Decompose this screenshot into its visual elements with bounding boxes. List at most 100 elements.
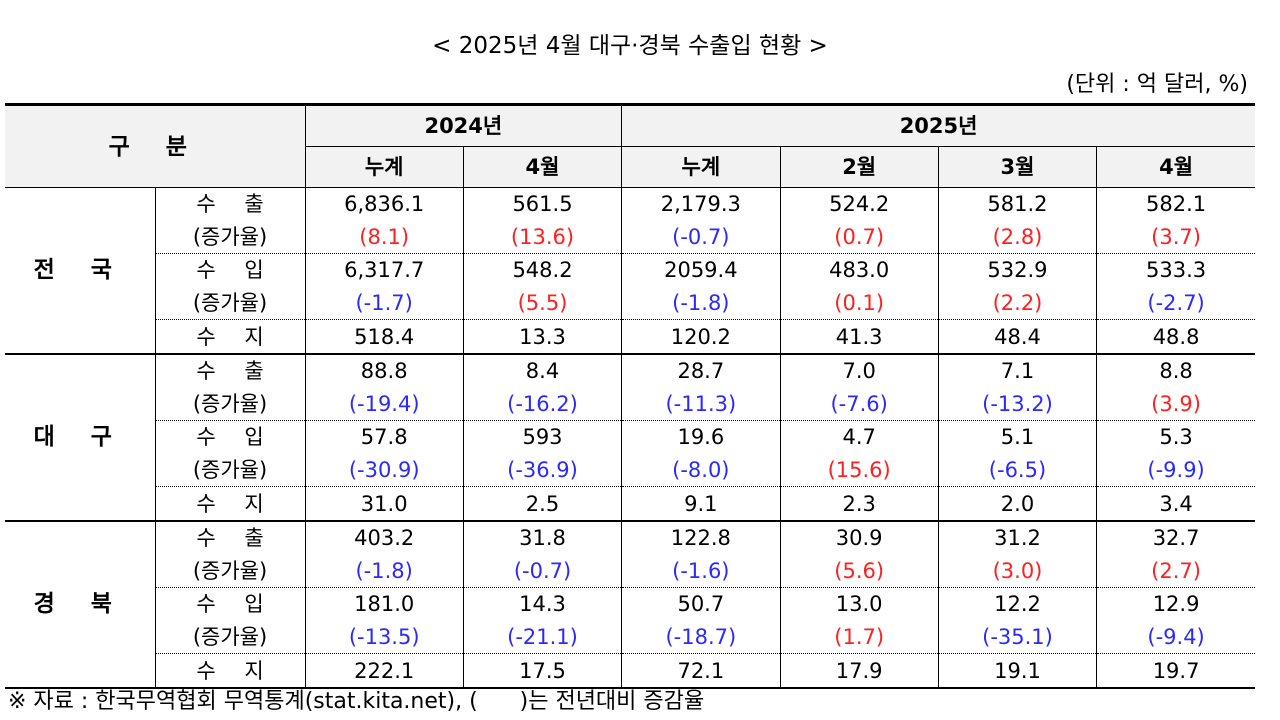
- cell: 8.8: [1159, 359, 1193, 384]
- cell: (5.5): [463, 286, 623, 321]
- cell: 19.6: [621, 420, 781, 454]
- data-row: (증가율) (-1.8) (-0.7) (-1.6) (5.6) (3.0) (2.7): [5, 554, 1255, 589]
- cell: (-0.7): [621, 220, 781, 255]
- cell: (0.1): [780, 286, 939, 321]
- cell: (-30.9): [305, 453, 464, 488]
- row-label: (증가율): [155, 620, 306, 655]
- cell: 7.0: [780, 353, 939, 388]
- column-header: 4월: [1096, 146, 1255, 188]
- row-label: 수 지: [155, 486, 306, 522]
- cell: 581.2: [938, 187, 1098, 221]
- row-label: (증가율): [155, 554, 306, 589]
- cell: 2.0: [938, 486, 1098, 522]
- column-header: 4월: [462, 146, 623, 188]
- data-row: 수 입 57.8 593 19.6 4.7 5.1 5.3: [5, 420, 1255, 454]
- cell: (-1.8): [305, 554, 464, 589]
- cell: (2.8): [938, 220, 1098, 255]
- cell: 13.0: [780, 587, 939, 621]
- cell: 17.5: [463, 653, 623, 689]
- cell: (-13.2): [938, 387, 1098, 422]
- row-label: 수 지: [155, 319, 306, 355]
- data-row: (증가율) (-30.9) (-36.9) (-8.0) (15.6) (-6.5) (-9…: [5, 453, 1255, 488]
- cell: 88.8: [305, 353, 464, 388]
- cell: 8.4: [463, 353, 623, 388]
- cell: 17.9: [780, 653, 939, 689]
- cell: (2.2): [938, 286, 1098, 321]
- cell: (-2.7): [1096, 286, 1255, 321]
- cell: 72.1: [621, 653, 781, 689]
- cell: 57.8: [305, 420, 464, 454]
- title: < 2025년 4월 대구·경북 수출입 현황 >: [432, 33, 828, 59]
- row-label: 수 입: [155, 253, 306, 287]
- data-row: 수 입 181.0 14.3 50.7 13.0 12.2 12.9: [5, 587, 1255, 621]
- cell: 50.7: [621, 587, 781, 621]
- cell: (1.7): [780, 620, 939, 655]
- cell: (-9.4): [1096, 620, 1255, 655]
- cell: 48.8: [1096, 319, 1255, 355]
- cell: 6,836.1: [305, 187, 464, 221]
- row-label: (증가율): [155, 387, 306, 422]
- cell: 582.1: [1146, 192, 1207, 217]
- cell: (3.9): [1096, 387, 1255, 422]
- cell: (-6.5): [938, 453, 1098, 488]
- cell: 533.3: [1146, 258, 1207, 283]
- cell: 31.0: [305, 486, 464, 522]
- cell: 120.2: [621, 319, 781, 355]
- column-header: 2월: [779, 146, 939, 188]
- row-label: 수 출: [155, 520, 306, 555]
- cell: (15.6): [780, 453, 939, 488]
- row-label: (증가율): [155, 453, 306, 488]
- cell: 41.3: [780, 319, 939, 355]
- data-row: 수 지 518.4 13.3 120.2 41.3 48.4 48.8: [5, 319, 1255, 355]
- row-label: 수 출: [155, 187, 306, 221]
- cell: 12.9: [1152, 592, 1200, 617]
- cell: 9.1: [621, 486, 781, 522]
- column-header: 누계: [304, 146, 464, 188]
- cell: 122.8: [621, 520, 781, 555]
- cell: (-21.1): [463, 620, 623, 655]
- cell: 31.2: [938, 520, 1098, 555]
- data-row: (증가율) (-1.7) (5.5) (-1.8) (0.1) (2.2) (-2.7): [5, 286, 1255, 321]
- cell: 403.2: [305, 520, 464, 555]
- cell: (-11.3): [621, 387, 781, 422]
- cell: 31.8: [463, 520, 623, 555]
- cell: 2.3: [780, 486, 939, 522]
- cell: 12.2: [938, 587, 1098, 621]
- cell: (-13.5): [305, 620, 464, 655]
- cell: 483.0: [780, 253, 939, 287]
- cell: 2,179.3: [621, 187, 781, 221]
- cell: 7.1: [938, 353, 1098, 388]
- cell: (-9.9): [1096, 453, 1255, 488]
- cell: (-19.4): [305, 387, 464, 422]
- cell: 5.3: [1159, 425, 1193, 450]
- cell: 593: [463, 420, 623, 454]
- unit: (단위 : 억 달러, %): [1066, 72, 1248, 97]
- cell: (8.1): [305, 220, 464, 255]
- region: 대 구: [5, 353, 156, 522]
- cell: (3.0): [938, 554, 1098, 589]
- cell: (5.6): [780, 554, 939, 589]
- cell: 3.4: [1096, 486, 1255, 522]
- cell: (-1.7): [305, 286, 464, 321]
- row-label: 수 입: [155, 420, 306, 454]
- cell: 518.4: [305, 319, 464, 355]
- data-row: (증가율) (-19.4) (-16.2) (-11.3) (-7.6) (-13.2)(…: [5, 387, 1255, 422]
- cell: (-1.6): [621, 554, 781, 589]
- cell: 561.5: [463, 187, 623, 221]
- cell: 30.9: [780, 520, 939, 555]
- cell: 13.3: [463, 319, 623, 355]
- cell: 5.1: [938, 420, 1098, 454]
- cell: 19.1: [938, 653, 1098, 689]
- cell: 2.5: [463, 486, 623, 522]
- column-header: 누계: [621, 146, 781, 188]
- data-row: (증가율) (8.1) (13.6) (-0.7) (0.7) (2.8) (3.7): [5, 220, 1255, 255]
- group-header: 2025년: [621, 103, 1255, 147]
- cell: (-1.8): [621, 286, 781, 321]
- column-header: 3월: [937, 146, 1098, 188]
- data-row: (증가율) (-13.5) (-21.1) (-18.7) (1.7) (-35.1) (-…: [5, 620, 1255, 655]
- cell: 14.3: [463, 587, 623, 621]
